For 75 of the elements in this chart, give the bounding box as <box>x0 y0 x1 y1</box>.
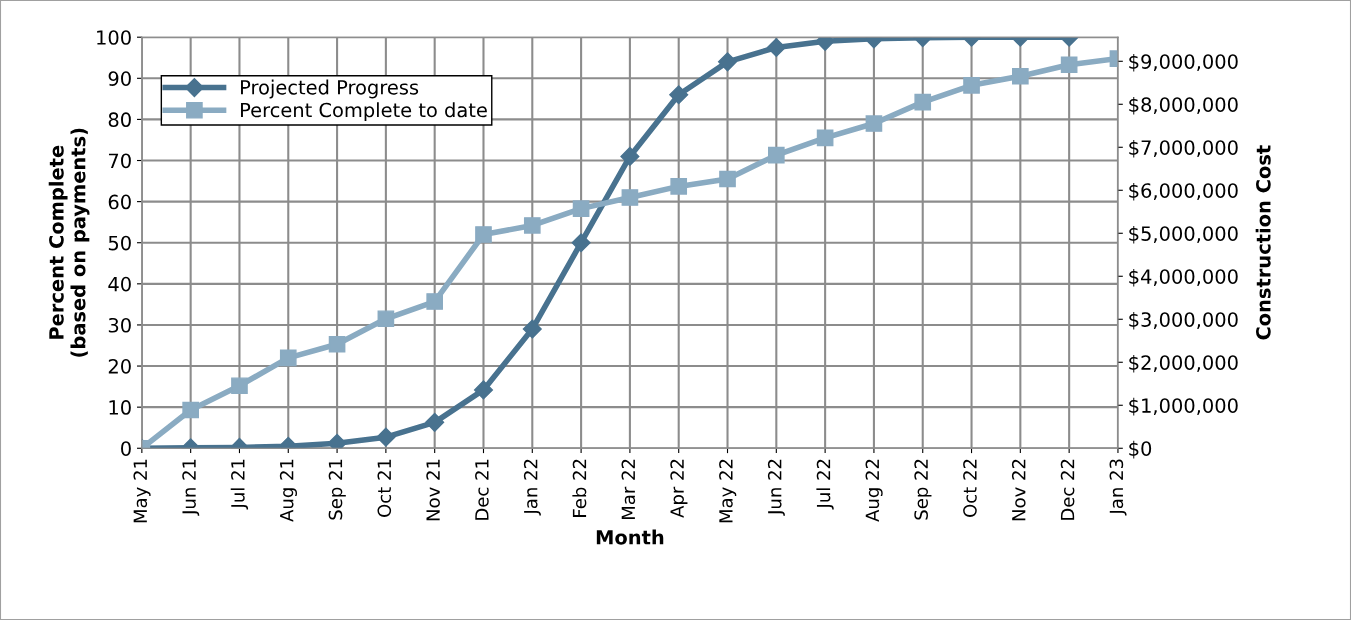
y2-tick-label: $6,000,000 <box>1129 182 1238 201</box>
x-tick-label: Oct 21 <box>377 459 392 517</box>
point <box>914 93 932 111</box>
x-tick-label: Nov 22 <box>1011 459 1026 521</box>
y2-tick-label: $4,000,000 <box>1129 268 1238 287</box>
x-tick-label: Feb 22 <box>572 459 587 517</box>
y-tick-label: 10 <box>109 400 131 415</box>
point <box>1060 56 1078 74</box>
y2-tick-label: $8,000,000 <box>1129 96 1238 115</box>
point <box>621 189 639 206</box>
point <box>963 76 980 94</box>
x-tick-label: Aug 22 <box>865 459 883 522</box>
x-tick-label: Sep 22 <box>914 459 932 520</box>
point <box>473 380 494 400</box>
legend-label: Percent Complete to date <box>241 102 487 122</box>
y2-axis-title: Construction Cost <box>1255 145 1271 340</box>
y2-tick-label: $5,000,000 <box>1129 225 1238 244</box>
y-tick-label: 70 <box>108 153 131 169</box>
y2-tick-label: $0 <box>1129 440 1152 459</box>
x-tick-label: Mar 22 <box>621 459 636 519</box>
point <box>182 401 199 419</box>
y-tick-label: 80 <box>108 112 131 128</box>
point <box>571 233 591 253</box>
x-tick-label: Nov 21 <box>426 459 440 521</box>
point <box>279 349 297 367</box>
x-tick-label: Dec 22 <box>1060 459 1075 520</box>
x-tick-label: Aug 21 <box>279 459 298 522</box>
x-tick-label: May 22 <box>719 459 737 523</box>
y-tick-label: 50 <box>108 235 131 251</box>
point <box>620 146 640 166</box>
x-tick-label: Jun 21 <box>182 459 200 516</box>
point <box>523 217 541 234</box>
y-tick-label: 40 <box>108 276 131 292</box>
y-tick-label: 60 <box>108 194 131 210</box>
point <box>719 170 736 188</box>
x-tick-label: Apr 22 <box>670 459 688 518</box>
x-tick-label: Oct 22 <box>963 459 977 517</box>
point <box>377 310 395 328</box>
legend-label: Projected Progress <box>241 79 419 99</box>
y2-tick-label: $7,000,000 <box>1129 139 1238 158</box>
x-tick-label: Dec 21 <box>475 459 489 520</box>
y2-tick-label: $1,000,000 <box>1129 397 1238 416</box>
point <box>669 85 689 105</box>
x-tick-label: Jul 21 <box>230 459 249 510</box>
point <box>766 37 786 58</box>
y2-tick-label: $2,000,000 <box>1129 354 1238 373</box>
y-tick-label: 30 <box>108 317 131 333</box>
x-tick-label: Jul 22 <box>816 459 834 510</box>
point <box>572 200 590 217</box>
y-tick-label: 90 <box>108 71 131 86</box>
point <box>717 52 738 72</box>
y-tick-label: 100 <box>97 30 131 45</box>
point <box>767 146 785 164</box>
point <box>376 427 396 447</box>
x-tick-label: Jan 23 <box>1109 459 1127 516</box>
y-tick-label: 0 <box>121 441 131 456</box>
y-tick-label: 20 <box>108 359 131 374</box>
point <box>816 129 834 147</box>
point <box>1012 67 1029 85</box>
point <box>425 412 445 432</box>
x-axis-title: Month <box>596 529 664 545</box>
x-tick-label: Jan 22 <box>523 459 541 516</box>
y2-tick-label: $3,000,000 <box>1129 311 1238 330</box>
y-axis-title: Percent Complete (based on payments) <box>48 128 90 357</box>
x-tick-label: Jun 22 <box>767 459 785 516</box>
point <box>670 178 688 195</box>
point <box>475 226 492 243</box>
x-tick-label: May 21 <box>133 459 151 523</box>
point <box>231 377 248 395</box>
point <box>522 319 542 339</box>
y2-tick-label: $9,000,000 <box>1129 53 1238 72</box>
x-tick-label: Sep 21 <box>328 459 346 520</box>
point <box>426 293 444 310</box>
point <box>865 115 883 132</box>
point <box>328 335 346 353</box>
